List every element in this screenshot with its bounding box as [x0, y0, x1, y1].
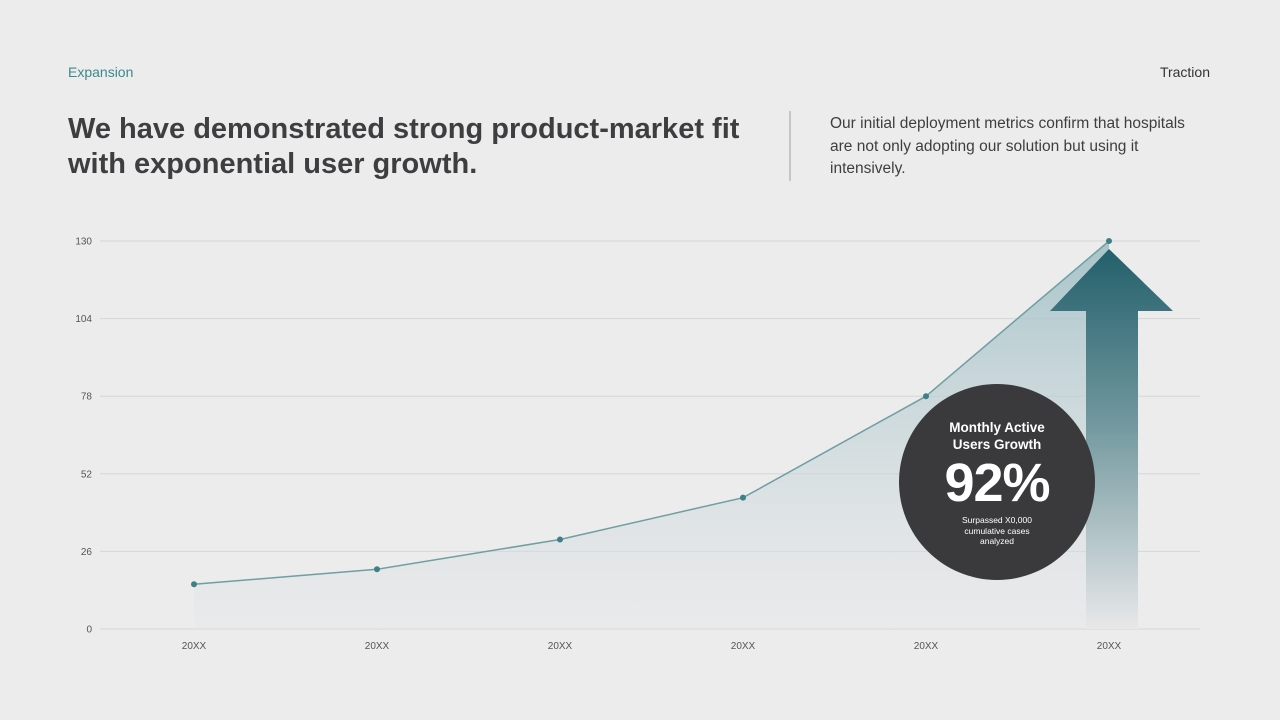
x-tick-label: 20XX [365, 641, 390, 652]
x-axis-ticks: 20XX 20XX 20XX 20XX 20XX 20XX [182, 641, 1122, 652]
data-point [1106, 238, 1112, 244]
x-tick-label: 20XX [548, 641, 573, 652]
y-axis-ticks: 0 26 52 78 104 130 [75, 237, 92, 636]
y-tick-label: 52 [81, 469, 93, 480]
series-line [193, 240, 1110, 585]
data-point [191, 581, 197, 588]
x-tick-label: 20XX [914, 641, 939, 652]
x-tick-label: 20XX [731, 641, 756, 652]
eyebrow-label: Expansion [68, 64, 134, 80]
y-tick-label: 0 [86, 625, 92, 636]
page-title: We have demonstrated strong product-mark… [68, 113, 740, 180]
x-tick-label: 20XX [182, 641, 207, 652]
y-tick-label: 104 [75, 314, 92, 325]
vertical-divider [789, 111, 791, 181]
data-point [740, 494, 746, 501]
callout-value: 92% [944, 453, 1050, 513]
data-points [191, 238, 1112, 588]
y-tick-label: 26 [81, 547, 93, 558]
callout-title: Monthly Active Users Growth [949, 420, 1045, 452]
x-tick-label: 20XX [1097, 641, 1122, 652]
data-point [557, 536, 563, 543]
callout-note: Surpassed X0,000 cumulative cases analyz… [962, 515, 1032, 546]
growth-callout-badge: Monthly Active Users Growth 92% Surpasse… [899, 384, 1095, 580]
up-arrow-icon [1050, 249, 1173, 629]
section-label: Traction [1159, 64, 1210, 80]
intro-paragraph: Our initial deployment metrics confirm t… [830, 115, 1185, 177]
data-point [374, 566, 380, 573]
series-area [194, 241, 1109, 629]
y-tick-label: 78 [81, 392, 93, 403]
data-point [923, 393, 929, 400]
y-tick-label: 130 [75, 237, 92, 248]
